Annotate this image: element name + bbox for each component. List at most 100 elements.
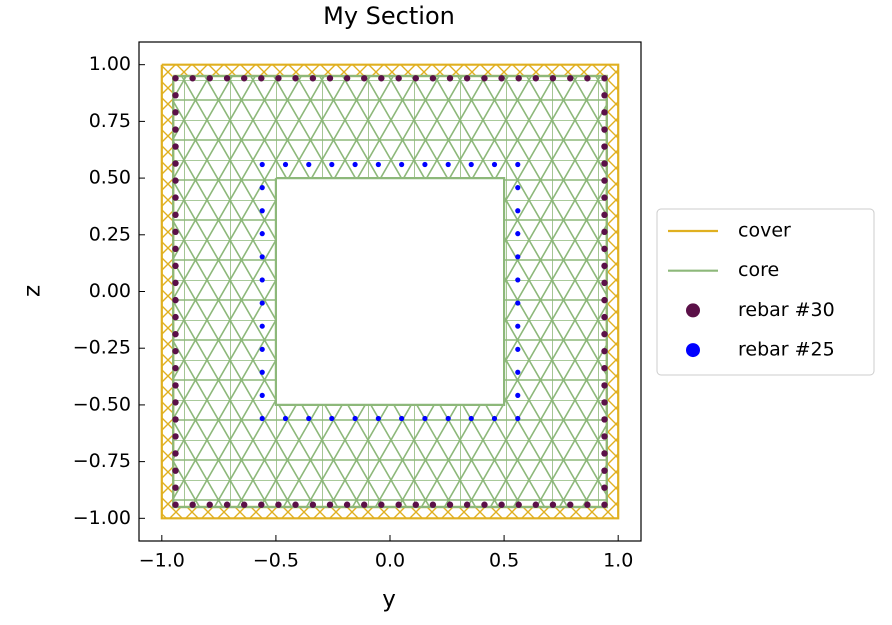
rebar-point	[172, 330, 179, 338]
rebar-point	[601, 109, 608, 116]
rebar-point	[515, 254, 521, 260]
rebar-point	[172, 262, 179, 270]
chart-title: My Section	[323, 2, 455, 30]
rebar-point	[463, 501, 471, 508]
rebar-point	[172, 347, 179, 355]
rebar-point	[172, 450, 179, 457]
rebar-point	[375, 415, 381, 422]
rebar-point	[172, 143, 179, 150]
rebar-point	[329, 415, 335, 422]
rebar-point	[275, 75, 282, 82]
rebar-point	[584, 75, 591, 82]
rebar-point	[259, 323, 265, 329]
rebar-point	[306, 415, 312, 422]
rebar-point	[172, 245, 179, 253]
rebar-point	[491, 161, 498, 168]
rebar-point	[515, 161, 521, 168]
legend-label: rebar #30	[738, 299, 835, 321]
legend-label: core	[738, 259, 779, 281]
rebar-point	[172, 194, 179, 201]
rebar-point	[326, 75, 334, 82]
rebar-point	[352, 161, 358, 168]
rebar-point	[240, 75, 248, 82]
rebar-point	[412, 501, 419, 508]
rebar-point	[378, 75, 385, 82]
x-axis-label: y	[382, 587, 396, 613]
rebar-point	[206, 75, 213, 82]
rebar-point	[498, 501, 505, 508]
rebar-point	[491, 415, 498, 422]
rebar-point	[601, 177, 608, 184]
rebar-point	[498, 75, 505, 82]
y-tick-label: −0.25	[73, 337, 131, 359]
legend-swatch	[686, 303, 700, 318]
rebar-point	[422, 415, 428, 422]
rebar-point	[258, 75, 265, 82]
legend-swatch	[686, 343, 700, 358]
rebar-point	[515, 369, 521, 375]
y-tick-label: 0.50	[89, 167, 131, 189]
rebar-point	[282, 415, 289, 422]
rebar-point	[343, 75, 351, 82]
rebar-point	[549, 501, 557, 508]
y-tick-label: −0.75	[73, 450, 131, 472]
rebar-point	[361, 75, 368, 82]
x-tick-label: −1.0	[139, 550, 185, 572]
rebar-point	[567, 501, 574, 508]
rebar-point	[259, 231, 265, 237]
rebar-point	[515, 231, 521, 237]
rebar-point	[463, 75, 471, 82]
rebar-point	[259, 277, 265, 283]
rebar-point	[172, 109, 179, 116]
rebar-point	[601, 143, 608, 150]
rebar-point	[601, 75, 608, 82]
rebar-point	[223, 501, 231, 508]
y-tick-label: 0.00	[89, 280, 131, 302]
y-tick-label: 0.25	[89, 223, 131, 245]
rebar-point	[422, 161, 428, 168]
rebar-point	[259, 369, 265, 375]
rebar-point	[259, 254, 265, 260]
rebar-point	[259, 208, 265, 214]
rebar-point	[259, 185, 265, 191]
y-tick-label: −0.50	[73, 393, 131, 415]
legend-label: cover	[738, 220, 791, 242]
rebar-point	[601, 382, 608, 389]
rebar-point	[309, 75, 317, 82]
rebar-point	[395, 75, 402, 82]
rebar-point	[375, 161, 381, 168]
rebar-point	[601, 484, 608, 491]
x-tick-label: 0.0	[375, 550, 405, 572]
rebar-point	[172, 467, 179, 474]
rebar-point	[259, 161, 265, 168]
rebar-point	[601, 364, 608, 372]
rebar-point	[223, 75, 231, 82]
rebar-point	[172, 382, 179, 389]
rebar-point	[601, 433, 608, 440]
y-tick-label: −1.00	[73, 507, 131, 529]
rebar-point	[515, 346, 521, 352]
rebar-point	[445, 415, 451, 422]
rebar-point	[259, 415, 265, 422]
rebar-point	[172, 228, 179, 236]
rebar-point	[172, 279, 179, 287]
y-tick-label: 0.75	[89, 110, 131, 132]
rebar-point	[172, 296, 179, 304]
rebar-point	[515, 75, 522, 82]
rebar-point	[172, 501, 179, 508]
rebar-point	[515, 323, 521, 329]
rebar-point	[399, 415, 405, 422]
rebar-point	[275, 501, 282, 508]
rebar-point	[601, 296, 608, 304]
rebar-point	[399, 161, 405, 168]
mesh-region	[172, 74, 608, 509]
rebar-point	[601, 160, 608, 167]
rebar-point	[601, 279, 608, 287]
rebar-point	[601, 262, 608, 270]
rebar-point	[172, 126, 179, 133]
rebar-point	[601, 330, 608, 338]
rebar-point	[172, 416, 179, 423]
rebar-point	[601, 313, 608, 321]
rebar-point	[601, 416, 608, 423]
